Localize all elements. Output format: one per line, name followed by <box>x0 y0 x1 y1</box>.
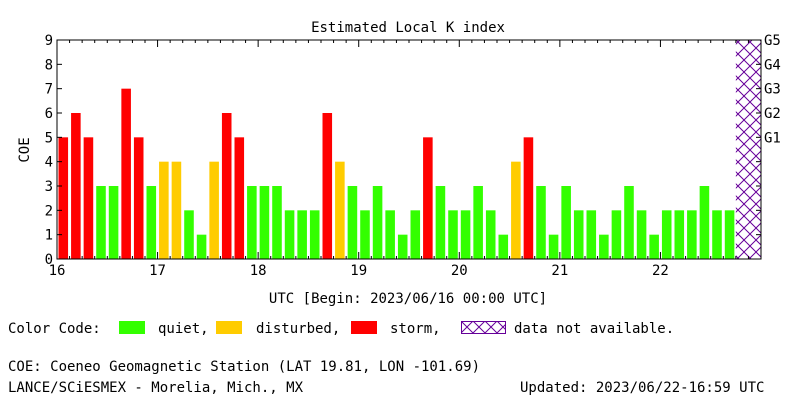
k-bar-storm <box>121 88 131 259</box>
k-bar-quiet <box>448 210 458 259</box>
y-axis-label: COE <box>17 137 33 162</box>
k-bar-storm <box>322 113 333 259</box>
no-data-region <box>735 40 761 259</box>
organization-info: LANCE/SCiESMEX - Morelia, Mich., MX <box>8 380 304 396</box>
k-bar-quiet <box>636 210 647 259</box>
g-level-label: G3 <box>764 82 781 98</box>
x-tick-label: 22 <box>652 263 669 279</box>
no-data-hatch <box>735 40 761 259</box>
k-bar-quiet <box>146 186 157 259</box>
k-bar-quiet <box>397 234 408 259</box>
legend-label-no-data: data not available. <box>514 321 675 337</box>
x-tick-label: 16 <box>49 263 66 279</box>
legend-swatch-no-data <box>461 321 506 334</box>
g-level-labels: G1 G2 G3 G4 G5 <box>764 33 781 146</box>
y-tick-label: 1 <box>45 228 53 244</box>
k-bar-quiet <box>309 210 320 259</box>
k-bar-quiet <box>410 210 421 259</box>
k-bar-quiet <box>498 234 509 259</box>
k-bar-storm <box>523 137 534 259</box>
k-bar-quiet <box>96 186 106 259</box>
k-bar-quiet <box>687 210 697 259</box>
k-bar-quiet <box>485 210 496 259</box>
k-bar-quiet <box>699 186 710 259</box>
k-bar-quiet <box>561 186 571 259</box>
x-axis-label: UTC [Begin: 2023/06/16 00:00 UTC] <box>269 291 547 307</box>
k-bar-disturbed <box>335 161 345 259</box>
y-tick-label: 6 <box>45 106 53 122</box>
k-bar-quiet <box>661 210 672 259</box>
k-bar-quiet <box>284 210 295 259</box>
y-tick-label: 4 <box>45 155 53 171</box>
k-bar-storm <box>221 113 232 259</box>
x-tick-label: 20 <box>451 263 468 279</box>
k-bar-quiet <box>674 210 685 259</box>
k-bar-quiet <box>460 210 471 259</box>
x-tick-label: 18 <box>250 263 267 279</box>
x-tick-labels: 16 17 18 19 20 21 22 <box>49 263 669 279</box>
k-bar-storm <box>71 113 81 259</box>
y-tick-label: 7 <box>45 82 53 98</box>
k-bar-quiet <box>297 210 307 259</box>
k-bar-storm <box>423 137 433 259</box>
updated-timestamp: Updated: 2023/06/22-16:59 UTC <box>520 380 765 396</box>
k-bar-quiet <box>372 186 383 259</box>
y-tick-labels: 0 1 2 3 4 5 6 7 8 9 <box>45 33 53 268</box>
y-tick-label: 0 <box>45 252 53 268</box>
k-bar-quiet <box>272 186 282 259</box>
k-bar-quiet <box>473 186 483 259</box>
k-bar-storm <box>58 137 69 259</box>
chart-title: Estimated Local K index <box>311 20 505 36</box>
station-info: COE: Coeneo Geomagnetic Station (LAT 19.… <box>8 359 481 375</box>
k-bar-disturbed <box>171 161 182 259</box>
k-bar-quiet <box>247 186 257 259</box>
g-level-label: G4 <box>764 57 781 73</box>
k-bar-quiet <box>536 186 546 259</box>
legend-label-storm: storm, <box>390 321 441 337</box>
k-bar-quiet <box>724 210 735 259</box>
k-bar-quiet <box>360 210 370 259</box>
legend-label-disturbed: disturbed, <box>256 321 341 337</box>
bar-group <box>58 88 735 259</box>
legend-title: Color Code: <box>8 321 101 337</box>
g-level-label: G1 <box>764 130 781 146</box>
y-tick-label: 5 <box>45 130 53 146</box>
k-bar-quiet <box>184 210 194 259</box>
k-bar-quiet <box>108 186 119 259</box>
k-bar-storm <box>83 137 94 259</box>
legend-swatch-storm <box>351 321 377 334</box>
x-tick-label: 21 <box>551 263 568 279</box>
g-level-label: G2 <box>764 106 781 122</box>
k-bar-quiet <box>712 210 722 259</box>
k-bar-disturbed <box>511 161 521 259</box>
axis-ticks <box>57 40 761 259</box>
legend-swatch-quiet <box>119 321 145 334</box>
y-tick-label: 8 <box>45 57 53 73</box>
legend-label-quiet: quiet, <box>158 321 209 337</box>
k-bar-quiet <box>259 186 270 259</box>
x-tick-label: 17 <box>149 263 166 279</box>
k-bar-disturbed <box>209 161 219 259</box>
k-bar-quiet <box>548 234 559 259</box>
k-bar-quiet <box>624 186 634 259</box>
y-tick-label: 2 <box>45 203 53 219</box>
k-bar-quiet <box>649 234 659 259</box>
k-bar-quiet <box>573 210 584 259</box>
k-bar-quiet <box>347 186 358 259</box>
k-bar-disturbed <box>159 161 169 259</box>
k-bar-quiet <box>435 186 446 259</box>
g-level-label: G5 <box>764 33 781 49</box>
x-tick-label: 19 <box>350 263 367 279</box>
y-tick-label: 9 <box>45 33 53 49</box>
k-bar-quiet <box>599 234 609 259</box>
k-bar-quiet <box>611 210 622 259</box>
k-bar-quiet <box>196 234 207 259</box>
y-tick-label: 3 <box>45 179 53 195</box>
legend-swatch-disturbed <box>216 321 242 334</box>
k-bar-storm <box>133 137 144 259</box>
k-bar-storm <box>234 137 245 259</box>
k-bar-quiet <box>385 210 395 259</box>
k-bar-quiet <box>586 210 597 259</box>
